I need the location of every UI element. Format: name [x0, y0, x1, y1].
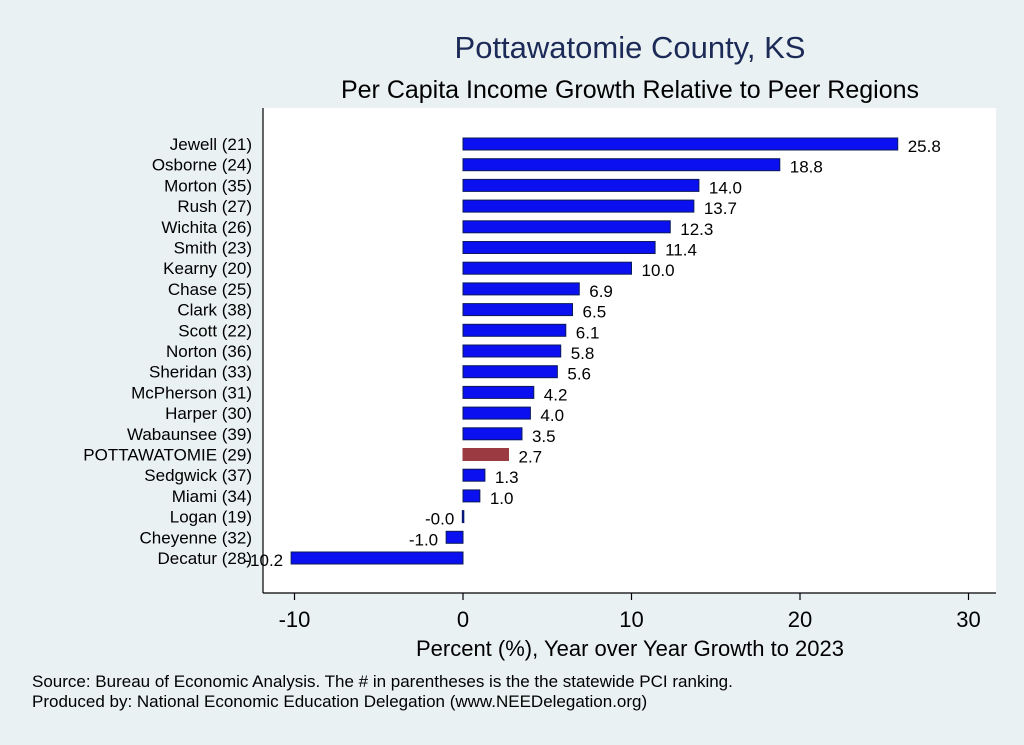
- bar: [462, 199, 695, 213]
- bar: [462, 158, 781, 172]
- x-axis-label: Percent (%), Year over Year Growth to 20…: [416, 636, 844, 661]
- bar: [462, 489, 481, 503]
- bar: [462, 323, 567, 337]
- value-label: 12.3: [680, 220, 713, 239]
- bar: [462, 385, 535, 399]
- value-label: -10.2: [244, 551, 283, 570]
- category-label: Rush (27): [177, 197, 252, 216]
- category-label: Osborne (24): [152, 156, 252, 175]
- value-label: 4.2: [544, 385, 568, 404]
- value-label: 1.3: [495, 468, 519, 487]
- x-tick-label: 0: [457, 607, 469, 632]
- category-label: Miami (34): [172, 487, 252, 506]
- category-label: Harper (30): [165, 404, 252, 423]
- category-label: Logan (19): [170, 508, 252, 527]
- value-label: 6.9: [589, 282, 613, 301]
- value-label: -0.0: [425, 510, 454, 529]
- x-tick-label: -10: [279, 607, 311, 632]
- x-tick-label: 30: [956, 607, 980, 632]
- bar: [462, 220, 671, 234]
- value-label: 6.1: [576, 323, 600, 342]
- bar: [462, 406, 531, 420]
- category-label: Jewell (21): [170, 135, 252, 154]
- category-labels: Jewell (21) Osborne (24)Morton (35) Rush (…: [83, 135, 252, 568]
- category-label: Chase (25): [168, 280, 252, 299]
- value-label: 5.8: [571, 344, 595, 363]
- value-label: 25.8: [908, 137, 941, 156]
- value-label: 13.7: [704, 199, 737, 218]
- category-label: Sedgwick (37): [144, 466, 252, 485]
- bar: [462, 261, 632, 275]
- bar: [462, 178, 700, 192]
- bars-group: [290, 137, 899, 565]
- value-label: 1.0: [490, 489, 514, 508]
- bar: [290, 551, 464, 565]
- bar: [461, 510, 465, 524]
- bar: [462, 344, 562, 358]
- bar: [462, 448, 509, 461]
- category-label: Clark (38): [177, 301, 252, 320]
- category-label: Smith (23): [174, 239, 252, 258]
- category-label: Decatur (28): [158, 549, 252, 568]
- value-label: 14.0: [709, 178, 742, 197]
- category-label: Wichita (26): [161, 218, 252, 237]
- chart-title: Pottawatomie County, KS: [455, 30, 806, 65]
- category-label: Morton (35): [164, 176, 252, 195]
- bar: [462, 427, 523, 441]
- value-label: 11.4: [665, 241, 697, 260]
- category-label: Wabaunsee (39): [127, 425, 252, 444]
- bar: [462, 137, 899, 151]
- source-note: Source: Bureau of Economic Analysis. The…: [32, 672, 733, 691]
- value-label: 10.0: [642, 261, 675, 280]
- value-label: 2.7: [518, 448, 542, 467]
- bar: [462, 303, 574, 317]
- value-label: 3.5: [532, 427, 556, 446]
- value-label: -1.0: [409, 530, 438, 549]
- bar: [462, 365, 558, 379]
- category-label: Sheridan (33): [149, 363, 252, 382]
- x-tick-label: 10: [619, 607, 643, 632]
- x-ticks: -10 0 10 20 30: [279, 593, 981, 632]
- category-label: Norton (36): [166, 342, 252, 361]
- bar: [445, 530, 464, 544]
- value-label: 5.6: [567, 365, 591, 384]
- value-labels: 25.8 18.8 14.0 13.7 12.3 11.410.0 6.9 6.56.1 5.8…: [244, 137, 940, 570]
- category-label: Kearny (20): [163, 259, 252, 278]
- bar: [462, 468, 486, 482]
- bar: [462, 241, 656, 254]
- value-label: 4.0: [540, 406, 564, 425]
- bar: [462, 282, 580, 296]
- x-tick-label: 20: [788, 607, 812, 632]
- produced-by-note: Produced by: National Economic Education…: [32, 692, 648, 711]
- category-label: POTTAWATOMIE (29): [83, 446, 252, 465]
- category-label: Scott (22): [178, 321, 252, 340]
- value-label: 18.8: [790, 158, 823, 177]
- value-label: 6.5: [583, 303, 607, 322]
- category-label: Cheyenne (32): [140, 528, 252, 547]
- category-label: McPherson (31): [131, 383, 252, 402]
- chart-subtitle: Per Capita Income Growth Relative to Pee…: [341, 76, 919, 104]
